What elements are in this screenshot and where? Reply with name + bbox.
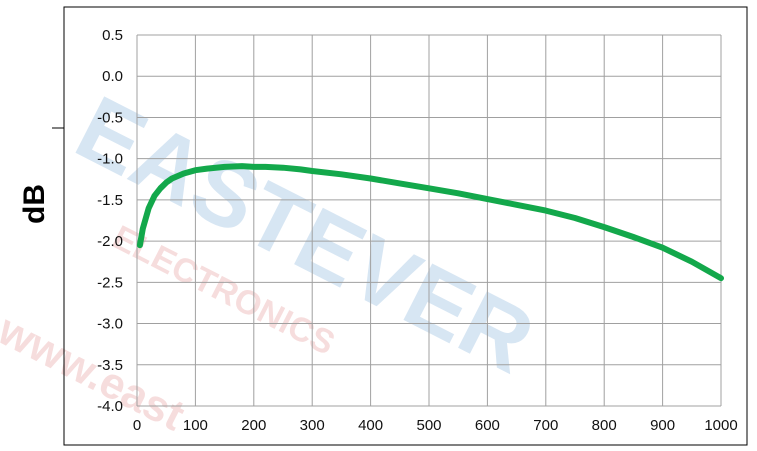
series-line [136,163,724,282]
x-tick-label: 300 [300,417,325,434]
x-tick-label: 400 [358,417,383,434]
y-tick-label: -1.5 [97,192,123,209]
watermark: EASTEVER ELECTRONICS www.east [0,77,549,441]
x-tick-label: 700 [533,417,558,434]
x-tick-label: 600 [475,417,500,434]
grid [136,34,722,407]
y-tick-label: -2.5 [97,274,123,291]
x-tick-label: 1000 [704,417,737,434]
chart-frame [63,6,748,446]
x-tick-label: 500 [416,417,441,434]
series-group [136,163,724,282]
x-tick-label: 0 [133,417,141,434]
x-tick-label: 200 [241,417,266,434]
y-axis-label: dB [18,184,51,224]
y-tick-label: -3.0 [97,316,123,333]
y-tick-label: -2.0 [97,233,123,250]
x-tick-label: 900 [650,417,675,434]
x-tick-label: 100 [183,417,208,434]
y-tick-label: -3.5 [97,357,123,374]
y-tick-label: -1.0 [97,151,123,168]
y-tick-label: -4.0 [97,398,123,415]
y-tick-label: 0.0 [102,68,123,85]
y-tick-label: 0.5 [102,27,123,44]
y-tick-labels: 0.5 0.0 -0.5 -1.0 -1.5 -2.0 -2.5 -3.0 -3.5 -4.0 [97,27,123,415]
x-tick-labels: 0 100 200 300 400 500 600 700 800 900 1000 [133,417,738,434]
x-tick-label: 800 [592,417,617,434]
y-tick-label: -0.5 [97,109,123,126]
